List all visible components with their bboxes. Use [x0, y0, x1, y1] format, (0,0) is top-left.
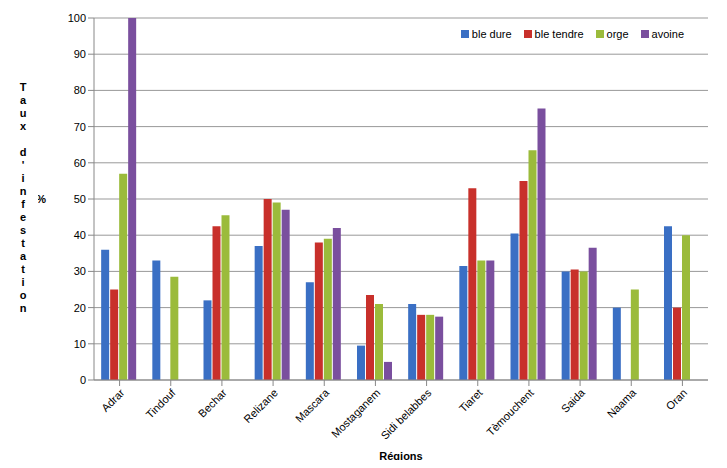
svg-text:60: 60 [74, 157, 86, 169]
svg-text:50: 50 [74, 193, 86, 205]
svg-text:90: 90 [74, 48, 86, 60]
svg-text:Régions: Régions [379, 450, 422, 460]
svg-text:Naama: Naama [605, 386, 639, 420]
html-text:orge: orge [606, 28, 629, 40]
svg-text:30: 30 [74, 265, 86, 277]
svg-text:Tiaret: Tiaret [457, 386, 485, 414]
svg-text:%: % [38, 193, 46, 205]
svg-text:Sidi belabbes: Sidi belabbes [378, 386, 434, 442]
html-text:Taux d'infestation: Taux d'infestation [17, 81, 29, 315]
svg-text:20: 20 [74, 302, 86, 314]
svg-text:Tèmouchent: Tèmouchent [484, 386, 536, 438]
svg-text:100: 100 [68, 12, 86, 24]
svg-text:Bechar: Bechar [196, 386, 229, 419]
svg-text:Relizane: Relizane [241, 386, 280, 425]
svg-text:Tindouf: Tindouf [144, 386, 179, 421]
svg-text:Saida: Saida [559, 386, 588, 415]
svg-text:80: 80 [74, 84, 86, 96]
svg-text:10: 10 [74, 338, 86, 350]
html-text:avoine: avoine [651, 28, 684, 40]
html-text:ble tendre: ble tendre [534, 28, 584, 40]
svg-text:0: 0 [80, 374, 86, 386]
svg-text:Mascara: Mascara [293, 386, 332, 425]
svg-text:70: 70 [74, 121, 86, 133]
svg-text:40: 40 [74, 229, 86, 241]
svg-text:Adrar: Adrar [99, 386, 127, 414]
svg-text:Oran: Oran [664, 386, 690, 412]
html-text:ble dure: ble dure [471, 28, 512, 40]
svg-text:Mostaganem: Mostaganem [329, 386, 382, 439]
